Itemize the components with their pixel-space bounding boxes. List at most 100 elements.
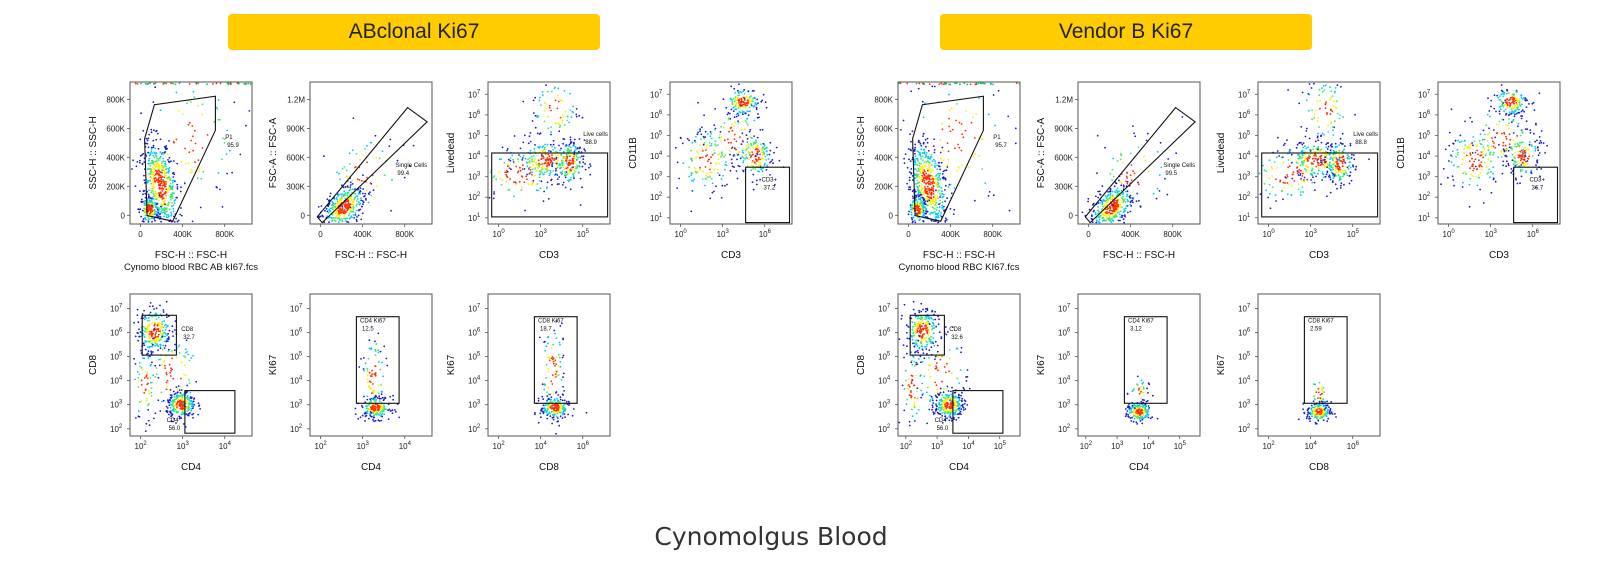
data-point	[138, 373, 141, 376]
data-point	[1107, 194, 1109, 197]
data-point	[150, 207, 153, 209]
data-point	[933, 149, 936, 151]
data-point	[548, 359, 551, 362]
data-point	[180, 186, 182, 189]
data-point	[1130, 179, 1133, 182]
data-point	[563, 168, 566, 170]
data-point	[336, 217, 339, 220]
data-point	[542, 200, 545, 203]
data-point	[151, 335, 153, 338]
data-point	[538, 170, 541, 173]
data-point	[701, 178, 704, 180]
data-point	[763, 164, 766, 167]
data-point	[726, 113, 729, 116]
data-point	[546, 143, 549, 146]
data-point	[744, 149, 746, 151]
data-point	[176, 391, 179, 394]
data-point	[574, 146, 577, 148]
data-point	[553, 414, 556, 416]
data-point	[507, 163, 509, 166]
data-point	[546, 400, 548, 403]
data-point	[150, 148, 153, 150]
data-point	[561, 121, 564, 124]
data-point	[188, 83, 191, 85]
data-point	[341, 195, 343, 198]
data-point	[565, 144, 568, 146]
data-point	[919, 142, 922, 145]
data-point	[711, 191, 714, 194]
data-point	[561, 322, 563, 325]
data-point	[373, 389, 376, 392]
data-point	[383, 406, 386, 408]
data-point	[934, 199, 937, 202]
data-point	[921, 208, 923, 211]
data-point	[165, 372, 168, 374]
data-point	[156, 172, 158, 175]
data-point	[137, 376, 140, 379]
data-point	[555, 162, 558, 165]
data-point	[1145, 139, 1148, 142]
data-point	[1104, 146, 1106, 149]
data-point	[1103, 204, 1106, 207]
data-point	[544, 150, 546, 153]
data-point	[721, 184, 724, 187]
data-point	[373, 405, 375, 407]
data-point	[725, 106, 728, 109]
data-point	[346, 175, 349, 178]
data-point	[562, 337, 564, 340]
data-point	[752, 167, 755, 170]
data-point	[374, 340, 376, 343]
data-point	[159, 195, 162, 197]
data-point	[750, 142, 752, 145]
y-tick-base: 10	[290, 304, 299, 313]
data-point	[1160, 166, 1163, 169]
data-point	[359, 192, 362, 195]
data-point	[529, 162, 532, 165]
data-point	[147, 137, 150, 140]
x-axis-label: FSC-H :: FSC-H	[1103, 250, 1175, 261]
data-point	[932, 185, 935, 188]
data-point	[967, 166, 970, 169]
data-point	[166, 385, 168, 388]
data-point	[375, 407, 378, 409]
data-point	[740, 129, 743, 131]
data-point	[153, 417, 155, 420]
data-point	[1116, 211, 1119, 214]
data-point	[185, 407, 188, 410]
data-point	[537, 189, 539, 192]
data-point	[557, 154, 559, 156]
data-point	[161, 363, 163, 366]
data-point	[337, 211, 340, 214]
data-point	[341, 218, 343, 221]
data-point	[681, 142, 684, 145]
gate-lc	[491, 152, 609, 218]
data-point	[243, 83, 246, 85]
data-point	[378, 400, 381, 402]
data-point	[1111, 210, 1114, 213]
data-point	[334, 220, 337, 223]
data-point	[386, 364, 389, 367]
data-point	[735, 105, 738, 107]
data-point	[149, 345, 151, 348]
data-point	[160, 205, 162, 208]
y-tick-label: 600K	[286, 153, 305, 162]
data-point	[143, 318, 146, 321]
data-point	[761, 99, 764, 102]
x-axis-label: CD4	[181, 462, 201, 473]
data-point	[558, 123, 561, 126]
data-point	[352, 206, 355, 209]
data-point	[147, 219, 150, 222]
data-point	[751, 153, 754, 156]
data-point	[921, 159, 924, 162]
data-point	[1124, 215, 1126, 218]
data-point	[359, 158, 361, 161]
data-point	[759, 153, 761, 156]
y-tick-base: 10	[468, 353, 477, 362]
data-point	[918, 212, 921, 215]
data-point	[372, 416, 375, 419]
data-point	[193, 129, 196, 132]
data-point	[931, 202, 934, 205]
data-point	[530, 183, 533, 186]
data-point	[371, 373, 373, 375]
